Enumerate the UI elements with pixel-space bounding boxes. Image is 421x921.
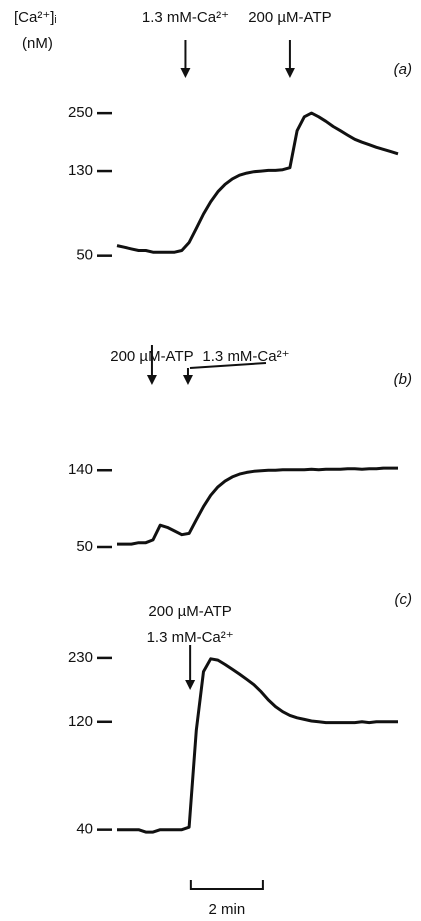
arrow-head bbox=[284, 68, 295, 78]
panel-label: (c) bbox=[395, 591, 413, 608]
scale-bar bbox=[189, 880, 264, 890]
annotation-leader bbox=[189, 362, 267, 369]
scale-bar-label: 2 min bbox=[209, 901, 246, 918]
annotation-label: 1.3 mM-Ca²⁺ bbox=[202, 348, 289, 365]
panel-label: (b) bbox=[394, 371, 412, 388]
panel-label: (a) bbox=[394, 61, 412, 78]
y-tick-label: 40 bbox=[76, 821, 93, 838]
y-tick-label: 50 bbox=[76, 247, 93, 264]
trace bbox=[117, 466, 398, 546]
y-tick-label: 230 bbox=[68, 649, 93, 666]
annotation-label: 1.3 mM-Ca²⁺ bbox=[142, 9, 229, 26]
y-axis-label: (nM) bbox=[22, 35, 53, 52]
arrow-head bbox=[146, 375, 157, 385]
y-tick-label: 50 bbox=[76, 538, 93, 555]
arrow-head bbox=[180, 68, 191, 78]
annotation-label: 200 µM-ATP bbox=[148, 603, 231, 620]
arrow-head bbox=[182, 375, 193, 385]
y-tick-label: 140 bbox=[68, 461, 93, 478]
annotation-label: 1.3 mM-Ca²⁺ bbox=[147, 629, 234, 646]
y-tick-label: 250 bbox=[68, 104, 93, 121]
annotation-label: 200 µM-ATP bbox=[248, 9, 331, 26]
trace bbox=[117, 657, 398, 834]
trace bbox=[116, 111, 399, 254]
arrow-head bbox=[185, 680, 196, 690]
y-axis-label: [Ca²⁺]ᵢ bbox=[14, 9, 57, 26]
y-tick-label: 130 bbox=[68, 162, 93, 179]
y-tick-label: 120 bbox=[68, 713, 93, 730]
